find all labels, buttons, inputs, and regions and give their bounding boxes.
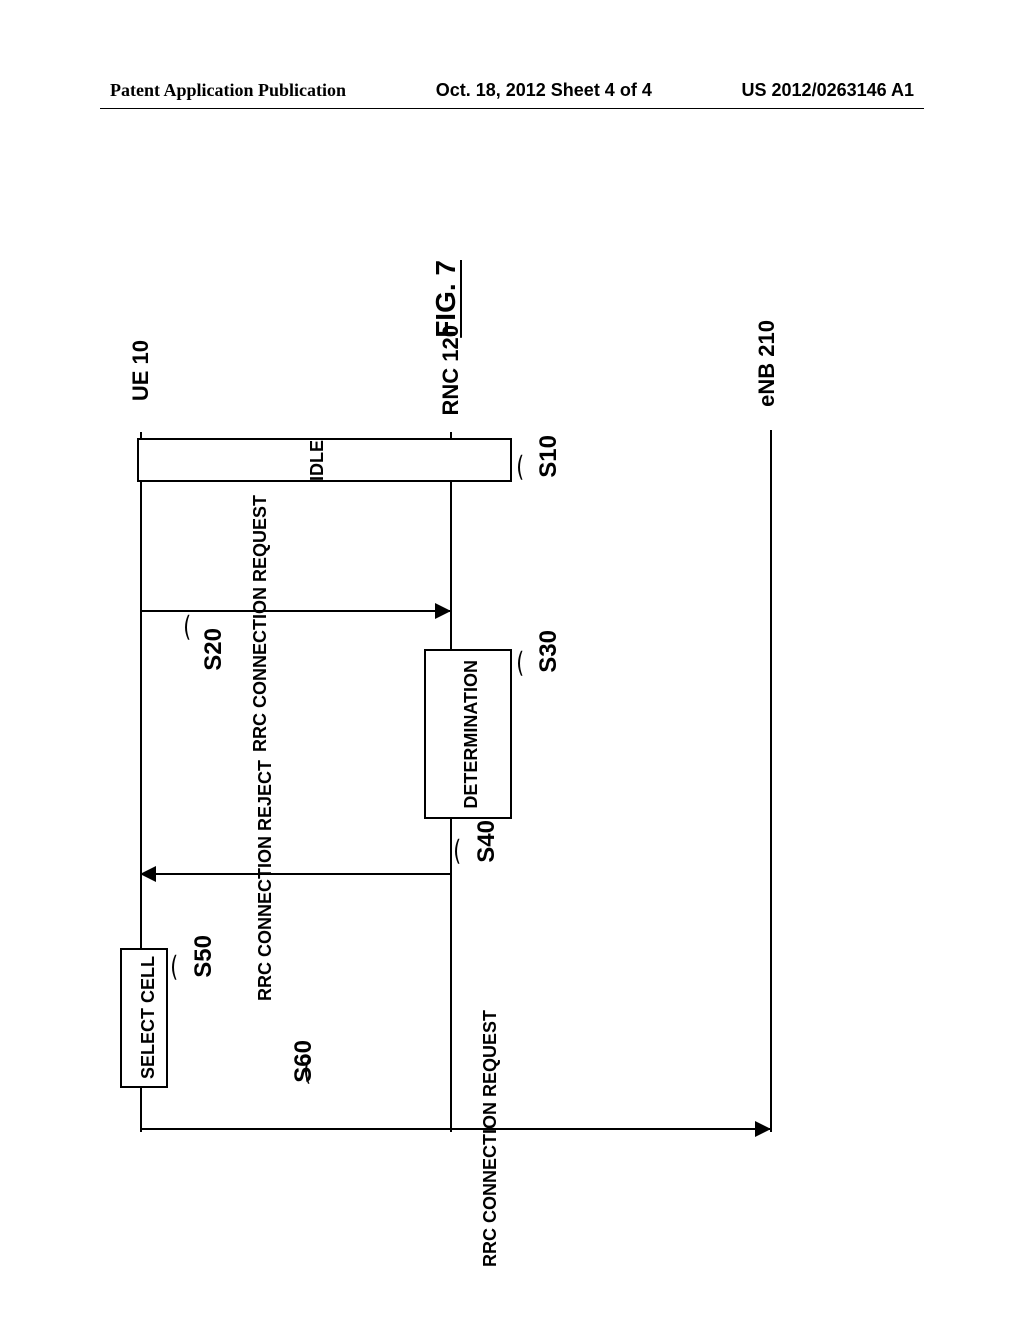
idle-box: IDLE — [137, 438, 512, 482]
msg-reject-label: RRC CONNECTION REJECT — [255, 760, 276, 1001]
msg-req2-label: RRC CONNECTION REQUEST — [480, 1010, 501, 1267]
header-center: Oct. 18, 2012 Sheet 4 of 4 — [436, 80, 652, 101]
determination-label: DETERMINATION — [461, 660, 482, 809]
lifeline-enb — [770, 430, 772, 1132]
idle-label: IDLE — [307, 440, 328, 481]
arrow-reject — [142, 873, 450, 875]
actor-ue-label: UE 10 — [128, 340, 154, 401]
header-right: US 2012/0263146 A1 — [742, 80, 914, 101]
step-s50: S50 — [190, 935, 218, 978]
step-s60: S60 — [290, 1040, 318, 1083]
header-left: Patent Application Publication — [110, 80, 346, 101]
step-s30: S30 — [535, 630, 563, 673]
select-cell-label: SELECT CELL — [138, 956, 159, 1079]
arrow-head-req2 — [755, 1121, 771, 1137]
page-header: Patent Application Publication Oct. 18, … — [0, 80, 1024, 101]
actor-rnc-label: RNC 120 — [438, 325, 464, 415]
arrow-req2 — [142, 1128, 770, 1130]
step-s10: S10 — [535, 435, 563, 478]
arrow-head-req1 — [435, 603, 451, 619]
step-s40: S40 — [473, 820, 501, 863]
arrow-head-reject — [140, 866, 156, 882]
header-divider — [100, 108, 924, 109]
step-s20: S20 — [200, 628, 228, 671]
actor-enb-label: eNB 210 — [754, 320, 780, 407]
sequence-diagram: FIG. 7 UE 10 RNC 120 eNB 210 IDLE ⁀ S10 … — [110, 140, 910, 1140]
select-cell-box: SELECT CELL — [120, 948, 168, 1088]
msg-req1-label: RRC CONNECTION REQUEST — [250, 495, 271, 752]
arrow-req1 — [142, 610, 450, 612]
determination-box: DETERMINATION — [424, 649, 512, 819]
